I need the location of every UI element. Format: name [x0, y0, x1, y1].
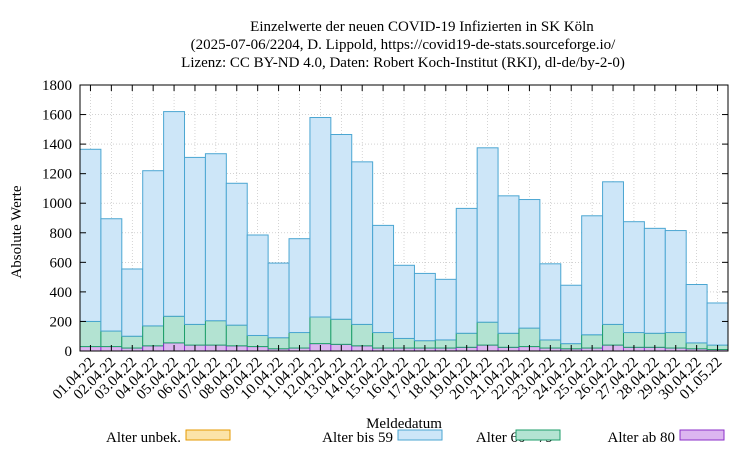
bar-alter-60-79-06.04.22 [184, 323, 206, 346]
y-tick-label: 600 [50, 255, 73, 271]
chart-title: Einzelwerte der neuen COVID-19 Infiziert… [181, 19, 625, 71]
bar-alter-60-79-02.04.22 [100, 330, 123, 348]
bar-alter-bis-59-24.04.22 [560, 284, 583, 345]
bar-alter-bis-59-01.05.22 [706, 302, 729, 346]
bar-alter-bis-59-20.04.22 [476, 147, 499, 323]
bar-alter-bis-59-21.04.22 [497, 195, 520, 334]
bar-alter-60-79-08.04.22 [225, 324, 248, 347]
bar-alter-bis-59-19.04.22 [455, 207, 478, 334]
y-tick-label: 800 [50, 226, 73, 242]
legend: Alter unbek. Alter bis 59 Alter 60 - 79 Alt… [106, 429, 725, 446]
legend-label: Alter unbek. [106, 430, 181, 446]
bar-alter-60-79-22.04.22 [518, 327, 541, 348]
y-tick-label: 1400 [42, 137, 72, 153]
bar-alter-bis-59-03.04.22 [121, 268, 144, 337]
y-tick-label: 1800 [42, 78, 72, 94]
bar-alter-bis-59-26.04.22 [602, 181, 624, 325]
bar-alter-bis-59-11.04.22 [288, 238, 311, 334]
y-tick-label: 1600 [42, 108, 72, 124]
bar-alter-bis-59-12.04.22 [309, 117, 332, 318]
bar-alter-bis-59-15.04.22 [372, 224, 395, 334]
bar-alter-bis-59-18.04.22 [434, 278, 457, 341]
bar-alter-bis-59-22.04.22 [518, 199, 541, 329]
x-axis-label: Meldedatum [366, 416, 442, 432]
chart-title-line-3: Lizenz: CC BY-ND 4.0, Daten: Robert Koch… [181, 55, 625, 71]
legend-swatch [679, 429, 725, 441]
bar-alter-60-79-05.04.22 [163, 315, 186, 344]
bar-alter-60-79-14.04.22 [351, 323, 374, 347]
y-tick-label: 400 [50, 285, 73, 301]
bar-alter-bis-59-10.04.22 [267, 262, 290, 339]
chart-title-line-1: Einzelwerte der neuen COVID-19 Infiziert… [250, 19, 594, 35]
bar-alter-bis-59-13.04.22 [330, 134, 353, 320]
bar-alter-bis-59-16.04.22 [393, 264, 415, 339]
legend-label: Alter bis 59 [322, 430, 393, 446]
bar-alter-bis-59-17.04.22 [413, 272, 436, 342]
y-tick-label: 200 [50, 314, 73, 330]
bar-alter-60-79-13.04.22 [330, 318, 353, 345]
y-axis-label: Absolute Werte [9, 185, 25, 278]
legend-label: Alter ab 80 [608, 430, 675, 446]
bar-alter-60-79-07.04.22 [204, 320, 227, 346]
bar-alter-bis-59-27.04.22 [622, 221, 645, 334]
bar-alter-bis-59-23.04.22 [539, 263, 562, 341]
bar-alter-bis-59-29.04.22 [664, 230, 687, 334]
legend-swatch [397, 429, 443, 441]
bar-alter-60-79-09.04.22 [246, 334, 269, 348]
bar-alter-bis-59-09.04.22 [246, 234, 269, 336]
bar-alter-60-79-12.04.22 [309, 316, 332, 345]
bar-alter-60-79-01.04.22 [79, 320, 102, 348]
y-tick-label: 1000 [42, 196, 72, 212]
y-tick-label: 0 [65, 344, 73, 360]
y-axis: 0 200 400 600 800 1000 1200 1400 1600 1800 [42, 78, 728, 360]
legend-swatch [185, 429, 231, 441]
bar-alter-bis-59-06.04.22 [184, 156, 206, 325]
bar-alter-bis-59-08.04.22 [225, 182, 248, 326]
bar-alter-60-79-20.04.22 [476, 321, 499, 346]
bars [79, 111, 729, 352]
bar-alter-bis-59-01.04.22 [79, 148, 102, 322]
bar-alter-bis-59-25.04.22 [581, 215, 604, 336]
bar-alter-bis-59-28.04.22 [643, 227, 666, 334]
bar-alter-bis-59-02.04.22 [100, 218, 123, 332]
bar-alter-60-79-26.04.22 [602, 323, 624, 346]
bar-alter-bis-59-05.04.22 [163, 111, 186, 317]
bar-alter-bis-59-04.04.22 [142, 170, 165, 327]
chart-title-line-2: (2025-07-06/2204, D. Lippold, https://co… [191, 37, 616, 53]
bar-alter-60-79-04.04.22 [142, 325, 165, 347]
bar-alter-bis-59-14.04.22 [351, 161, 374, 325]
bar-alter-bis-59-30.04.22 [685, 284, 708, 344]
bar-alter-bis-59-07.04.22 [204, 153, 227, 322]
y-tick-label: 1200 [42, 167, 72, 183]
legend-swatch [515, 429, 561, 441]
